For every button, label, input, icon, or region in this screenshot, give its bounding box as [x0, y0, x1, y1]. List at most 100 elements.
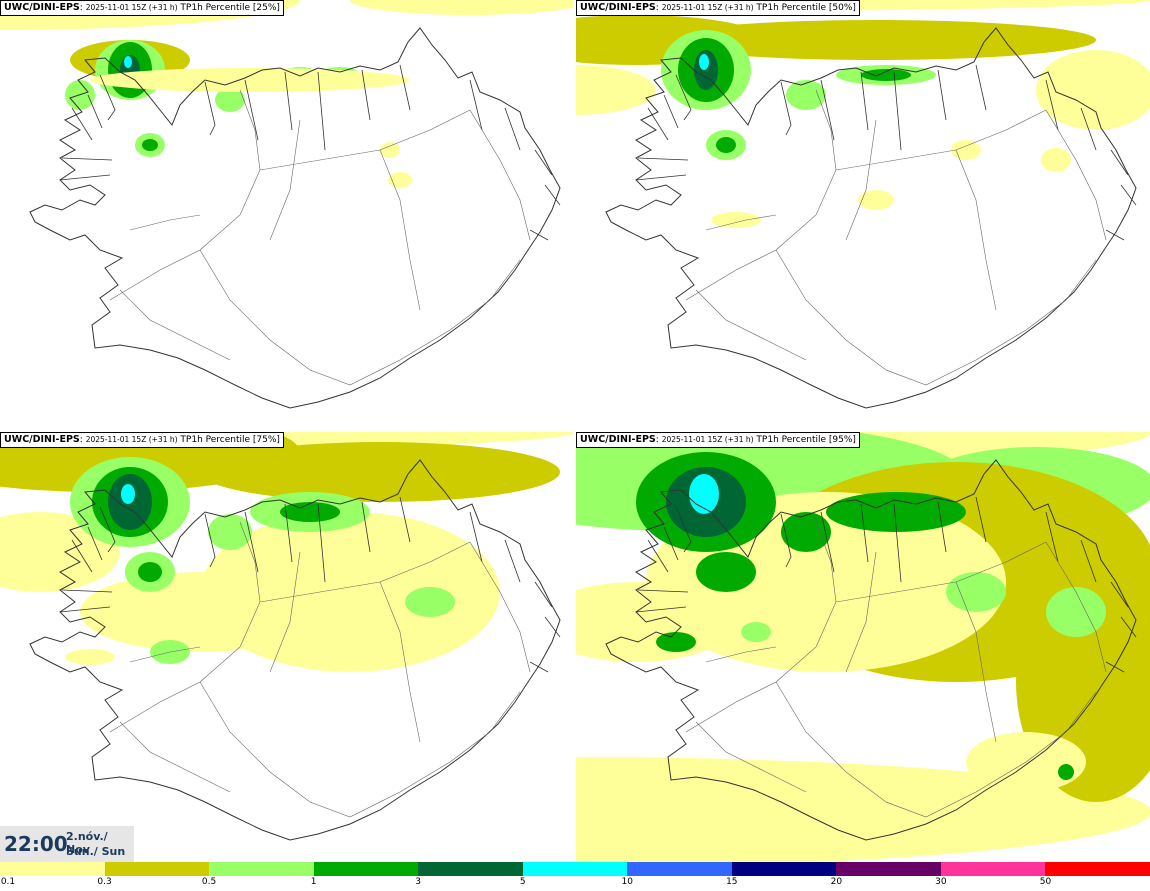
- fjord-line: [975, 64, 987, 111]
- road-line: [469, 541, 531, 673]
- precip-contour: [716, 137, 736, 153]
- fjord-line: [647, 539, 669, 573]
- road-line: [199, 249, 521, 386]
- fjord-line: [893, 503, 902, 583]
- fjord-line: [87, 526, 103, 561]
- fjord-line: [399, 496, 411, 543]
- fjord-line: [893, 71, 902, 151]
- precip-contour: [1036, 50, 1150, 130]
- fjord-line: [820, 511, 835, 573]
- map-panel-p50: UWC/DINI-EPS: 2025-11-01 15Z (+31 h) TP1…: [576, 0, 1150, 431]
- fjord-line: [61, 157, 113, 161]
- road-line: [109, 89, 261, 301]
- iceland-coastline: [29, 27, 561, 409]
- precip-contour: [121, 484, 135, 504]
- fjord-line: [1120, 184, 1137, 206]
- precip-contour: [576, 65, 656, 115]
- map-svg: [0, 432, 574, 841]
- precip-field: [0, 0, 574, 188]
- fjord-line: [99, 74, 116, 121]
- road-line: [1045, 541, 1107, 673]
- colorbar-swatch: [418, 862, 523, 876]
- map-panel-p95: UWC/DINI-EPS: 2025-11-01 15Z (+31 h) TP1…: [576, 432, 1150, 863]
- fjord-line: [544, 184, 561, 206]
- iceland-coastline: [605, 27, 1137, 409]
- fjord-line: [637, 589, 689, 593]
- fjord-line: [1110, 149, 1129, 176]
- colorbar-label: 0.1: [0, 877, 16, 887]
- precip-contour: [1041, 148, 1071, 172]
- fjord-line: [635, 174, 687, 181]
- colorbar-label: 3: [415, 877, 422, 887]
- road-line: [259, 109, 471, 171]
- fjord-line: [204, 513, 216, 568]
- map-svg: [576, 0, 1150, 409]
- precip-contour: [1046, 587, 1106, 637]
- road-line: [269, 551, 301, 673]
- fjord-line: [780, 513, 792, 568]
- fjord-line: [1080, 107, 1097, 151]
- fjord-line: [284, 71, 293, 131]
- colorbar-swatch: [940, 862, 1046, 876]
- precip-contour: [861, 69, 911, 81]
- precip-contour: [1058, 764, 1074, 780]
- colorbar-swatch: [313, 862, 419, 876]
- precip-contour: [280, 502, 340, 522]
- fjord-line: [1045, 79, 1059, 131]
- road-line: [705, 214, 777, 231]
- fjord-line: [469, 79, 483, 131]
- precip-contour: [200, 442, 560, 502]
- road-line: [685, 89, 837, 301]
- precip-contour: [696, 552, 756, 592]
- valid-time-clock: 22:00: [4, 832, 68, 856]
- precip-contour: [656, 632, 696, 652]
- coastline: [605, 459, 1137, 841]
- road-line: [1045, 109, 1107, 241]
- fjord-line: [544, 616, 561, 638]
- precip-contour: [405, 587, 455, 617]
- precip-contour: [741, 622, 771, 642]
- map-svg: [576, 432, 1150, 863]
- fjord-line: [59, 606, 111, 613]
- fjord-line: [529, 229, 549, 241]
- road-line: [269, 119, 301, 241]
- road-line: [129, 214, 201, 231]
- coastline: [605, 27, 1137, 409]
- road-line: [955, 149, 997, 311]
- colorbar-swatch: [627, 862, 732, 876]
- fjord-line: [663, 526, 679, 561]
- fjord-line: [529, 661, 549, 673]
- colorbar-swatch: [836, 862, 941, 876]
- fjord-line: [244, 511, 259, 573]
- fjord-line: [663, 94, 679, 129]
- precip-contour: [781, 512, 831, 552]
- fjord-line: [59, 174, 111, 181]
- colorbar-label: 50: [1039, 877, 1052, 887]
- fjord-line: [1105, 229, 1125, 241]
- precip-field: [576, 432, 1150, 863]
- road-line: [469, 109, 531, 241]
- road-line: [109, 521, 261, 733]
- colorbar-swatch: [209, 862, 314, 876]
- fjord-line: [1120, 616, 1137, 638]
- precip-contour: [388, 172, 412, 188]
- road-line: [119, 289, 231, 361]
- fjord-line: [504, 107, 521, 151]
- fjord-line: [361, 69, 371, 121]
- road-line: [705, 646, 777, 663]
- road-line: [845, 551, 877, 673]
- colorbar-label: 20: [830, 877, 843, 887]
- iceland-coastline: [29, 459, 561, 841]
- colorbar-swatch: [1045, 862, 1150, 876]
- colorbar-label: 0.5: [201, 877, 217, 887]
- precip-contour: [208, 514, 252, 550]
- road-line: [129, 646, 201, 663]
- panel-title: UWC/DINI-EPS: 2025-11-01 15Z (+31 h) TP1…: [0, 0, 284, 16]
- iceland-coastline: [605, 459, 1137, 841]
- road-line: [695, 289, 807, 361]
- colorbar-label: 30: [935, 877, 947, 887]
- fjord-line: [534, 581, 553, 608]
- road-line: [775, 681, 1097, 818]
- colorbar-swatch: [0, 862, 105, 876]
- precip-contour: [858, 190, 894, 210]
